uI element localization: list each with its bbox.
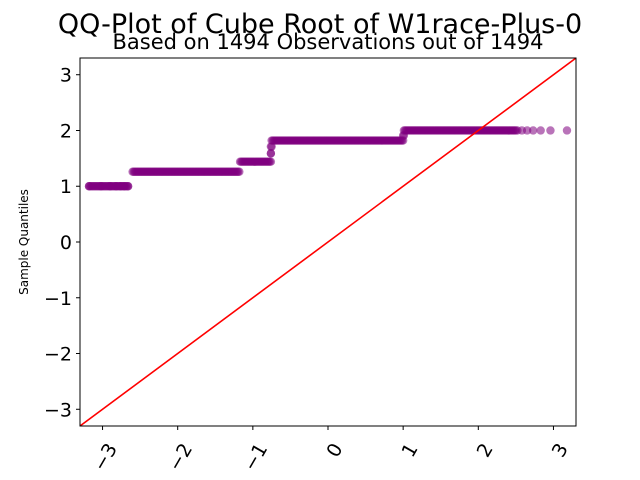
data-points xyxy=(84,126,572,191)
y-axis-label: Sample Quantiles xyxy=(17,189,31,295)
data-point xyxy=(522,126,532,135)
plot-area: −3 −2 −1 0 1 2 3 −3 −2 −1 0 1 2 3 xyxy=(44,57,577,475)
y-tick-label: −3 xyxy=(44,399,72,421)
x-tick-label: 0 xyxy=(322,440,347,461)
y-tick-label: −2 xyxy=(44,344,72,366)
data-point xyxy=(235,167,244,176)
chart-subtitle: Based on 1494 Observations out of 1494 xyxy=(112,30,543,54)
data-point xyxy=(546,126,555,135)
y-tick-label: −1 xyxy=(44,288,72,310)
data-point xyxy=(266,157,276,166)
y-tick-label: 2 xyxy=(60,120,72,142)
data-point xyxy=(562,126,572,135)
reference-line xyxy=(80,58,576,426)
data-point xyxy=(123,182,133,191)
x-tick-label: 2 xyxy=(473,440,498,461)
chart-title: QQ-Plot of Cube Root of W1race-Plus-0 xyxy=(58,9,582,40)
y-tick-label: 0 xyxy=(60,232,72,254)
y-tick-label: 3 xyxy=(60,65,72,87)
data-point xyxy=(528,126,538,135)
x-tick-label: −3 xyxy=(89,440,122,475)
x-tick-label: −2 xyxy=(164,440,197,475)
y-tick-label: 1 xyxy=(60,176,72,198)
x-tick-label: 1 xyxy=(398,440,423,461)
x-tick-label: −1 xyxy=(239,440,272,475)
x-tick-label: 3 xyxy=(548,440,573,461)
data-point xyxy=(536,126,545,135)
data-point xyxy=(266,149,276,158)
